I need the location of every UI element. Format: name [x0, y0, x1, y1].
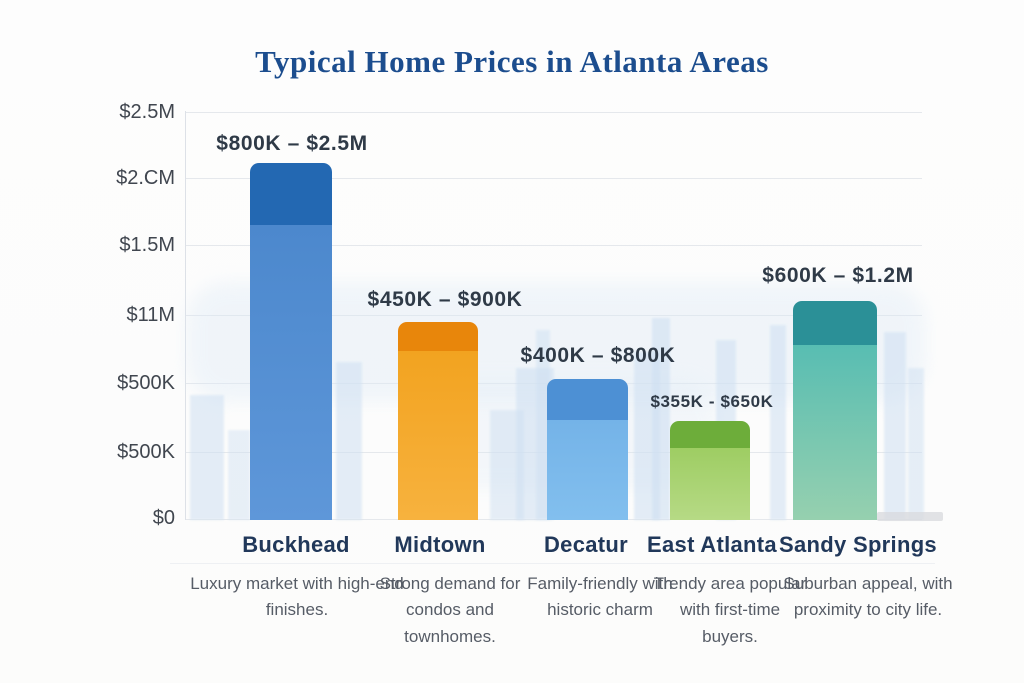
bar-body-segment — [547, 420, 628, 520]
area-description-sandy-springs: Suburban appeal, with proximity to city … — [783, 574, 953, 620]
bar-top-segment — [793, 301, 877, 345]
category-label-midtown: Midtown — [394, 532, 486, 557]
category-label-sandy-springs: Sandy Springs — [779, 532, 937, 557]
bar-top-segment — [670, 421, 750, 448]
category-label-buckhead: Buckhead — [242, 532, 350, 557]
gridline — [185, 245, 922, 246]
area-description-east-atlanta: Trendy area popular with first-time buye… — [653, 574, 807, 646]
gridline — [185, 178, 922, 179]
gridline — [185, 315, 922, 316]
bar-top-segment — [398, 322, 478, 351]
y-tick-label: $2.CM — [116, 167, 175, 189]
category-label-east-atlanta: East Atlanta — [647, 532, 777, 557]
bar-body-segment — [250, 225, 332, 520]
range-annotation-midtown: $450K – $900K — [367, 288, 523, 311]
range-annotation-buckhead: $800K – $2.5M — [216, 132, 368, 155]
bar-body-segment — [398, 351, 478, 520]
range-annotation-east-atlanta: $355K - $650K — [650, 392, 774, 411]
area-description-midtown: Strong demand for condos and townhomes. — [379, 574, 521, 646]
range-annotation-sandy-springs: $600K – $1.2M — [762, 264, 914, 287]
y-tick-label: $500K — [117, 372, 175, 394]
y-axis-line — [185, 111, 186, 520]
gridline — [185, 112, 922, 113]
category-label-decatur: Decatur — [543, 532, 629, 557]
area-description-buckhead: Luxury market with high-end finishes. — [190, 574, 404, 620]
bar-decatur — [547, 379, 628, 520]
y-tick-label: $2.5M — [119, 101, 175, 123]
bar-top-segment — [250, 163, 332, 225]
bar-buckhead — [250, 163, 332, 520]
area-description-decatur: Family-friendly with historic charm — [527, 574, 673, 620]
y-tick-label: $11M — [126, 304, 175, 326]
y-tick-label: $0 — [152, 507, 175, 529]
bar-sandy-springs — [793, 301, 877, 520]
bar-body-segment — [670, 448, 750, 520]
y-tick-label: $1.5M — [119, 234, 175, 256]
y-tick-label: $500K — [117, 441, 175, 463]
chart-title: Typical Home Prices in Atlanta Areas — [255, 44, 769, 79]
category-separator-line — [170, 563, 935, 564]
bar-top-segment — [547, 379, 628, 420]
bar-body-segment — [793, 345, 877, 520]
bar-east-atlanta — [670, 421, 750, 520]
bar-shadow — [877, 512, 943, 521]
range-annotation-decatur: $400K – $800K — [520, 344, 676, 367]
bar-midtown — [398, 322, 478, 520]
